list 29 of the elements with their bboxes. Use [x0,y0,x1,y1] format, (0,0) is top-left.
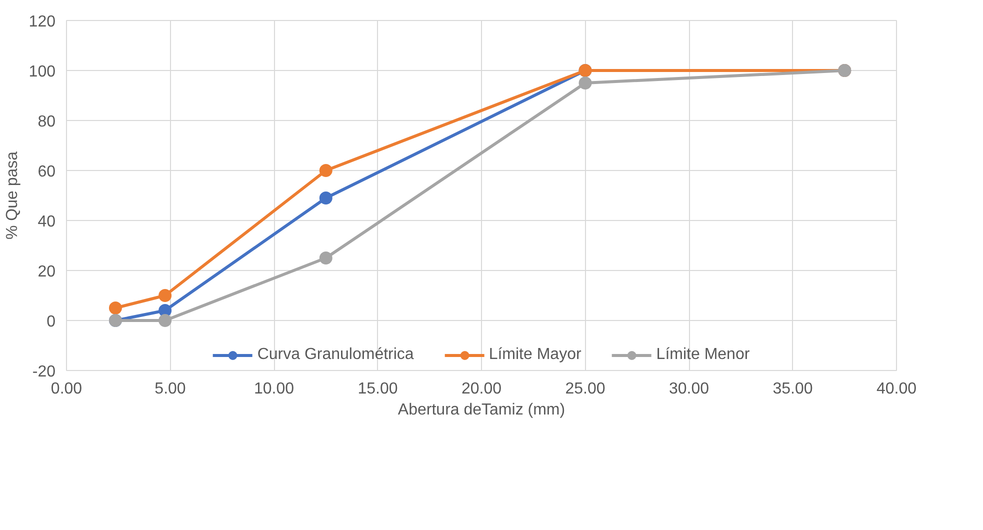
point [158,289,172,302]
y-tick-label: 120 [28,14,56,30]
y-tick-label: 100 [28,64,56,80]
x-tick-label: 40.00 [876,380,917,398]
x-axis-title: Abertura deTamiz (mm) [398,402,566,418]
y-tick-label: 0 [46,314,56,330]
legend-label: Límite Mayor [488,346,582,364]
point [108,302,122,314]
x-tick-label: 25.00 [565,380,606,398]
y-tick-label: 80 [38,114,56,130]
legend-label: Curva Granulométrica [257,346,414,364]
x-tick-label: 30.00 [668,380,710,398]
y-tick-label: -20 [32,364,56,380]
point [158,314,172,327]
y-tick-label: 20 [38,264,56,280]
point [319,164,332,177]
point [319,192,332,204]
x-tick-label: 35.00 [772,380,813,398]
point [578,76,592,90]
y-tick-label: 40 [38,214,56,230]
y-tick-label: 60 [38,164,56,180]
x-tick-label: 0.00 [50,380,82,398]
x-tick-label: 15.00 [358,380,398,398]
point [319,252,332,264]
x-tick-label: 10.00 [254,380,294,398]
y-axis-title: % Que pasa [4,151,21,240]
x-tick-label: 5.00 [154,380,186,398]
x-tick-label: 20.00 [461,380,502,398]
legend-label: Límite Menor [656,346,750,364]
